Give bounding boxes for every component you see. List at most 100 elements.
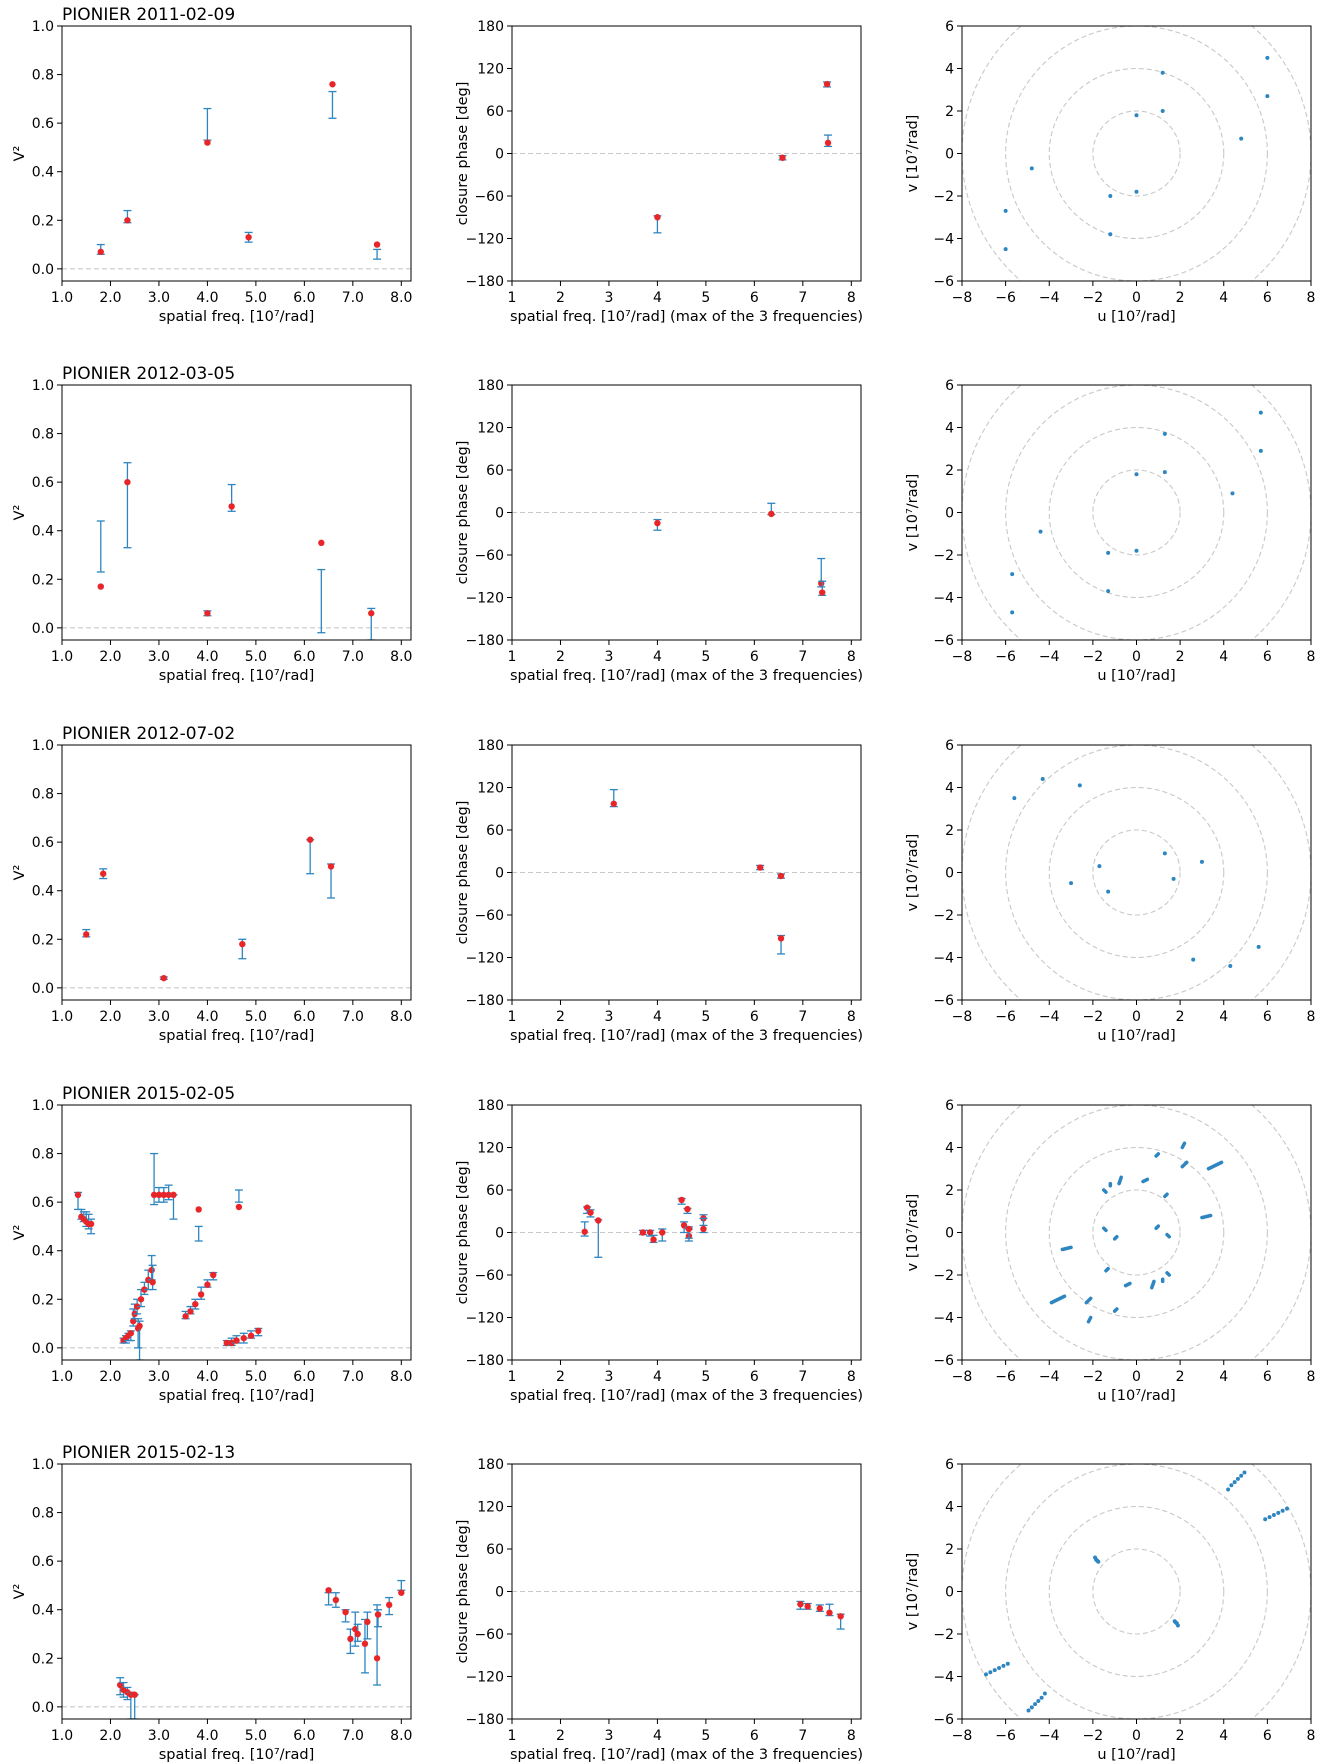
uv-point — [1077, 783, 1082, 788]
uv-point — [1191, 957, 1196, 962]
axes-frame — [61, 1104, 412, 1361]
y-tick-label: −60 — [474, 1627, 504, 1643]
y-tick-label: −2 — [933, 908, 954, 924]
model-point — [83, 931, 90, 938]
x-tick-label: 7 — [798, 1009, 807, 1025]
uv-point — [1038, 529, 1043, 534]
uv-point — [1285, 1506, 1290, 1511]
uv-point — [1010, 572, 1015, 577]
x-tick-label: 2 — [556, 290, 565, 306]
plot-area — [62, 81, 411, 270]
y-tick-label: −2 — [933, 1627, 954, 1643]
y-tick-label: 120 — [477, 781, 504, 797]
model-point — [97, 583, 104, 590]
x-tick-label: 5.0 — [245, 1728, 267, 1744]
y-tick-label: 0.2 — [32, 1292, 54, 1308]
model-point — [342, 1608, 349, 1616]
y-tick-label: 0.6 — [32, 835, 54, 851]
y-tick-label: 0.6 — [32, 1554, 54, 1570]
uv-point — [1271, 1513, 1276, 1517]
uv-point — [1108, 232, 1113, 237]
y-tick-label: 0 — [945, 147, 954, 163]
x-tick-label: 4 — [653, 290, 662, 306]
x-tick-label: 2 — [556, 1009, 565, 1025]
x-tick-label: 0 — [1132, 649, 1141, 665]
x-tick-label: 3.0 — [148, 290, 170, 306]
x-axis-label: spatial freq. [10⁷/rad] (max of the 3 fr… — [510, 309, 863, 325]
chart-title: PIONIER 2012-03-05 — [62, 364, 235, 384]
y-tick-label: −4 — [933, 232, 954, 248]
x-tick-label: 8 — [1307, 1369, 1316, 1385]
x-tick-label: −2 — [1083, 1728, 1104, 1744]
x-tick-label: 6.0 — [293, 1369, 315, 1385]
model-point — [700, 1225, 707, 1233]
plot-area — [512, 1590, 861, 1630]
y-tick-label: 6 — [945, 1457, 954, 1473]
y-tick-label: 0.2 — [32, 1651, 54, 1667]
chart-panel-v2-2: 1.0 2.0 3.0 4.0 5.0 6.0 7.0 8.0 0.0 0.2 0.4 0.6 0.8 1… — [12, 364, 412, 684]
x-tick-label: 5.0 — [245, 1009, 267, 1025]
model-point — [329, 81, 336, 88]
model-point — [685, 1225, 693, 1233]
uv-point — [983, 1672, 988, 1677]
model-point — [610, 800, 617, 807]
plot-area — [512, 502, 861, 597]
model-point — [150, 1191, 158, 1199]
x-tick-label: 1 — [508, 1728, 517, 1744]
x-tick-label: 4 — [653, 1728, 662, 1744]
x-tick-label: −6 — [995, 1009, 1016, 1025]
x-tick-label: −4 — [1039, 290, 1060, 306]
x-tick-label: 1.0 — [51, 649, 73, 665]
x-tick-label: 6 — [750, 1369, 759, 1385]
uv-point — [1134, 113, 1139, 118]
uv-point — [1003, 247, 1008, 252]
y-tick-label: 0.6 — [32, 116, 54, 132]
y-tick-label: −180 — [466, 274, 504, 290]
x-tick-label: 0 — [1132, 1369, 1141, 1385]
reference-circle — [962, 1464, 1311, 1719]
model-point — [587, 1209, 594, 1216]
x-axis-label: spatial freq. [10⁷/rad] (max of the 3 fr… — [510, 668, 863, 684]
x-tick-label: 0 — [1132, 1728, 1141, 1744]
uv-point — [1029, 166, 1034, 171]
uv-track — [1123, 1281, 1132, 1288]
model-point — [364, 1618, 371, 1626]
y-axis-label: closure phase [deg] — [455, 1520, 471, 1664]
x-tick-label: 3 — [604, 1728, 613, 1744]
reference-circle — [962, 745, 1311, 1000]
axes-frame — [961, 1104, 1312, 1361]
uv-point — [1232, 1480, 1237, 1485]
x-tick-label: 5 — [701, 1009, 710, 1025]
y-tick-label: 0.2 — [32, 213, 54, 229]
uv-point — [1012, 796, 1017, 801]
chart-panel-cp-2: 1 2 3 4 5 6 7 8 −180 −120 −60 0 60 120 180 spatial freq… — [455, 378, 863, 684]
uv-point — [1172, 1619, 1177, 1624]
y-tick-label: 0.6 — [32, 475, 54, 491]
model-point — [131, 1691, 138, 1698]
uv-point — [1235, 1476, 1240, 1481]
model-point — [373, 1655, 381, 1662]
model-point — [797, 1601, 804, 1608]
y-tick-label: 4 — [945, 62, 954, 78]
model-point — [777, 872, 785, 880]
reference-circle — [962, 385, 1311, 640]
model-point — [255, 1327, 262, 1335]
x-tick-label: 8 — [1307, 290, 1316, 306]
model-point — [235, 1203, 243, 1211]
uv-point — [1171, 876, 1176, 881]
y-tick-label: 6 — [945, 19, 954, 35]
y-tick-label: −2 — [933, 189, 954, 205]
model-point — [204, 610, 211, 617]
x-tick-label: 8.0 — [390, 1728, 412, 1744]
y-tick-label: 0 — [495, 1226, 504, 1242]
model-point — [595, 1217, 602, 1224]
y-tick-label: −4 — [933, 951, 954, 967]
plot-area — [962, 385, 1311, 640]
model-point — [804, 1603, 811, 1610]
x-tick-label: 6.0 — [293, 290, 315, 306]
uv-track — [1180, 1160, 1189, 1169]
model-point — [245, 234, 252, 241]
x-tick-label: 6.0 — [293, 1009, 315, 1025]
x-tick-label: 2.0 — [99, 290, 121, 306]
